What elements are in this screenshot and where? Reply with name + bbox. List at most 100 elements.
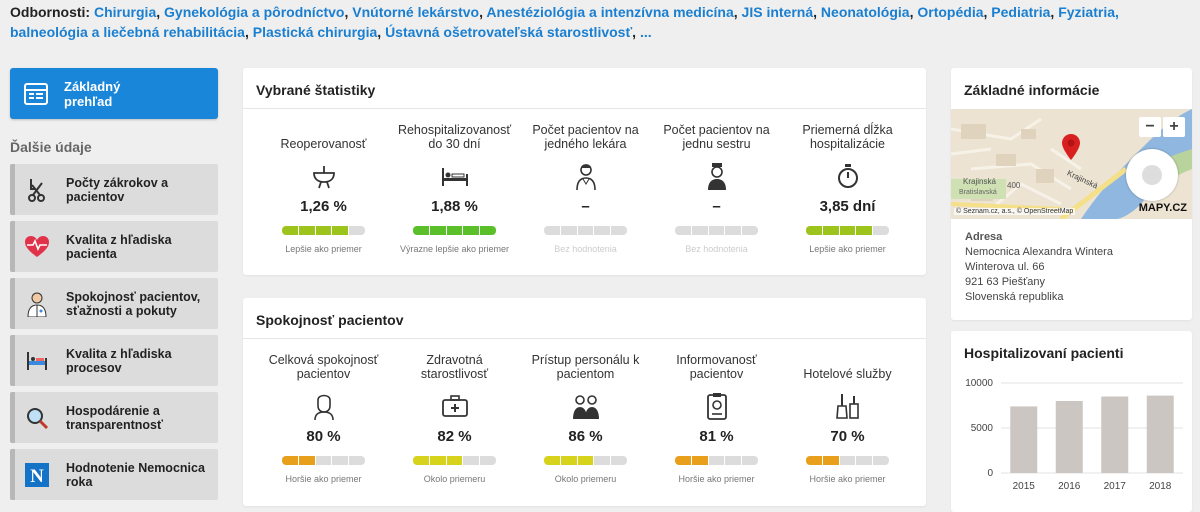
- y-tick-label: 10000: [965, 378, 993, 389]
- svg-text:N: N: [30, 466, 44, 487]
- specialties-label: Odbornosti:: [10, 4, 91, 20]
- rating-bar-segment: [806, 226, 822, 235]
- location-map[interactable]: − + Krajinská 400 Krajinská Bratislavská…: [951, 109, 1192, 219]
- specialty-link[interactable]: Chirurgia: [94, 4, 157, 20]
- stat-value: 81 %: [699, 428, 734, 445]
- specialty-link[interactable]: JIS interná: [741, 4, 814, 20]
- specialty-more-link[interactable]: ...: [639, 24, 652, 40]
- sidebar-item-4[interactable]: Kvalita z hľadiska procesov: [10, 335, 218, 386]
- stat-value: –: [712, 198, 721, 215]
- rating-bar-segment: [429, 226, 446, 235]
- stat-label: Reoperovanosť: [280, 137, 367, 151]
- bar-2018[interactable]: [1146, 395, 1174, 473]
- rating-bar-segment: [594, 226, 611, 235]
- specialty-link[interactable]: Ortopédia: [917, 4, 984, 20]
- stat-value: 3,85 dní: [819, 198, 876, 215]
- rating-bar-segment: [708, 456, 725, 465]
- doctor-icon: [520, 162, 651, 190]
- stat-rating: Lepšie ako priemer: [285, 244, 362, 254]
- rating-bar-segment: [463, 226, 480, 235]
- n-logo-icon: N: [24, 462, 50, 488]
- rating-bar-segment: [873, 456, 889, 465]
- rating-bar: [806, 456, 889, 465]
- stat-item: Prístup personálu k pacientom 86 % Okolo p…: [520, 352, 651, 484]
- sidebar: Základný prehľad Ďalšie údaje Počty zákr…: [10, 68, 218, 506]
- rating-bar-segment: [463, 456, 480, 465]
- hospital-bed-icon: [24, 348, 50, 374]
- sidebar-item-label: Hodnotenie Nemocnica roka: [66, 460, 205, 489]
- stat-label: Priemerná dĺžka hospitalizácie: [802, 123, 893, 151]
- rating-bar-segment: [332, 226, 349, 235]
- heart-pulse-icon: [24, 234, 50, 260]
- specialty-link[interactable]: Fyziatria, balneológia a liečebná rehabi…: [10, 4, 1119, 40]
- rating-bar-segment: [315, 226, 332, 235]
- map-attribution: © Seznam.cz, a.s., © OpenStreetMap: [954, 208, 1076, 215]
- specialty-link[interactable]: Pediatria: [991, 4, 1051, 20]
- satisfaction-title: Spokojnosť pacientov: [243, 298, 926, 339]
- magnifier-icon: [24, 405, 50, 431]
- sidebar-item-1[interactable]: Počty zákrokov a pacientov: [10, 164, 218, 215]
- stat-rating: Horšie ako priemer: [285, 474, 362, 484]
- bar-2015[interactable]: [1010, 406, 1038, 473]
- hospitalized-chart: 0 5000 10000 2015 2016 2017 2018: [965, 378, 1183, 492]
- specialty-link[interactable]: Neonatológia: [820, 4, 910, 20]
- zoom-out-button[interactable]: −: [1139, 117, 1161, 137]
- sidebar-item-label: Hospodárenie a transparentnosť: [66, 403, 163, 432]
- stat-label: Počet pacientov na jedného lekára: [532, 123, 639, 151]
- map-pan-control[interactable]: [1126, 149, 1178, 201]
- zoom-in-button[interactable]: +: [1163, 117, 1185, 137]
- x-tick-label: 2018: [1149, 481, 1172, 492]
- rating-bar: [675, 456, 758, 465]
- stat-label: Informovanosť pacientov: [676, 353, 757, 381]
- address-line: Nemocnica Alexandra Wintera: [965, 246, 1113, 258]
- sidebar-item-label: Počty zákrokov a pacientov: [66, 175, 169, 204]
- hospitalized-card: Hospitalizovaní pacienti 0 5000 10000 2015 2…: [951, 331, 1192, 512]
- sidebar-item-3[interactable]: Spokojnosť pacientov, sťažnosti a pokuty: [10, 278, 218, 329]
- specialty-link[interactable]: Plastická chirurgia: [252, 24, 378, 40]
- location-pin-icon: [1062, 134, 1080, 160]
- x-tick-label: 2016: [1058, 481, 1081, 492]
- hospitalized-title: Hospitalizovaní pacienti: [964, 345, 1124, 361]
- rating-bar-segment: [675, 226, 691, 235]
- rating-bar-segment: [560, 226, 577, 235]
- specialty-link[interactable]: Anestéziológia a intenzívna medicína: [486, 4, 734, 20]
- basic-info-card: Základné informácie − + Krajinská 400 Kr…: [951, 68, 1192, 320]
- sidebar-item-5[interactable]: Hospodárenie a transparentnosť: [10, 392, 218, 443]
- stopwatch-icon: [782, 162, 913, 190]
- stat-rating: Okolo priemeru: [554, 474, 617, 484]
- rating-bar-segment: [839, 226, 856, 235]
- rating-bar-segment: [691, 456, 708, 465]
- sidebar-item-6[interactable]: N Hodnotenie Nemocnica roka: [10, 449, 218, 500]
- stat-value: 1,26 %: [300, 198, 347, 215]
- rating-bar-segment: [446, 226, 463, 235]
- rating-bar-segment: [544, 226, 560, 235]
- stat-item: Počet pacientov na jednu sestru – Bez hodn…: [651, 122, 782, 254]
- rating-bar-segment: [332, 456, 349, 465]
- stat-value: –: [581, 198, 590, 215]
- rating-bar-segment: [611, 226, 627, 235]
- medical-report-icon: [651, 392, 782, 420]
- rating-bar-segment: [560, 456, 577, 465]
- stat-item: Zdravotná starostlivosť 82 % Okolo priemer…: [389, 352, 520, 484]
- specialty-link[interactable]: Gynekológia a pôrodníctvo: [164, 4, 345, 20]
- rating-bar-segment: [742, 226, 758, 235]
- doctor-icon: [24, 291, 50, 317]
- nurse-face-icon: [258, 392, 389, 420]
- rating-bar-segment: [282, 456, 298, 465]
- rating-bar-segment: [413, 226, 429, 235]
- basic-overview-button[interactable]: Základný prehľad: [10, 68, 218, 119]
- stat-rating: Bez hodnotenia: [685, 244, 748, 254]
- bar-2016[interactable]: [1055, 401, 1083, 473]
- y-tick-label: 5000: [971, 423, 994, 434]
- rating-bar-segment: [822, 456, 839, 465]
- bar-2017[interactable]: [1101, 396, 1129, 474]
- specialty-link[interactable]: Ústavná ošetrovateľská starostlivosť: [385, 24, 633, 40]
- nurse-icon: [651, 162, 782, 190]
- stat-rating: Lepšie ako priemer: [809, 244, 886, 254]
- rating-bar: [413, 226, 496, 235]
- rating-bar-segment: [298, 226, 315, 235]
- stat-value: 86 %: [568, 428, 603, 445]
- sidebar-item-2[interactable]: Kvalita z hľadiska pacienta: [10, 221, 218, 272]
- specialty-link[interactable]: Vnútorné lekárstvo: [352, 4, 480, 20]
- rating-bar-segment: [315, 456, 332, 465]
